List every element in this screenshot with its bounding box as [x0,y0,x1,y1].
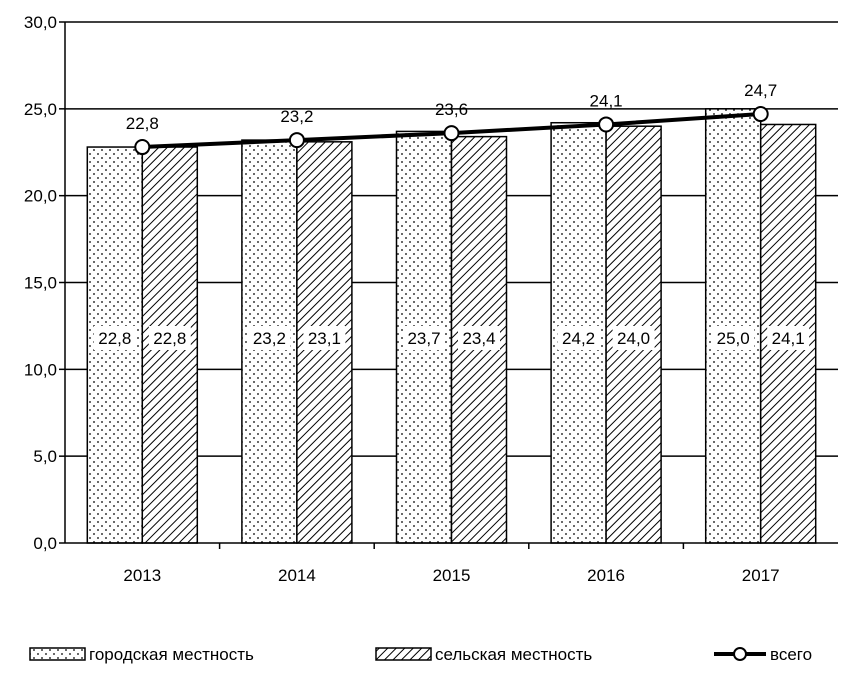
legend: городская местность сельская местность все… [29,645,812,664]
y-tick-label: 20,0 [24,187,57,206]
legend-label-total: всего [770,645,812,664]
legend-swatch-urban [29,647,86,661]
data-label: 22,8 [98,329,131,348]
total-point [134,139,151,156]
data-label: 24,0 [617,329,650,348]
x-tick-label: 2017 [742,566,780,585]
x-tick-label: 2014 [278,566,316,585]
total-line: 22,8 23,2 23,6 24,1 24,7 [126,81,777,156]
legend-label-urban: городская местность [89,645,254,664]
data-label: 24,2 [562,329,595,348]
total-label: 24,7 [744,81,777,100]
data-label-bg [767,326,810,350]
x-tick-label: 2013 [123,566,161,585]
y-tick-label: 10,0 [24,360,57,379]
total-point [443,125,460,142]
data-label: 23,4 [462,329,495,348]
data-label-bg [403,326,445,350]
total-point [288,132,305,149]
bars [86,108,817,544]
data-label-bg [148,326,191,350]
x-tick-label: 2016 [587,566,625,585]
y-tick-label: 15,0 [24,274,57,293]
y-tick-label: 30,0 [24,13,57,32]
total-label: 22,8 [126,114,159,133]
data-label: 24,1 [772,329,805,348]
total-point [752,106,769,123]
total-label: 23,2 [280,107,313,126]
data-label: 25,0 [717,329,750,348]
bar-urban [704,108,762,544]
data-label: 23,1 [308,329,341,348]
total-label: 23,6 [435,100,468,119]
data-label: 22,8 [153,329,186,348]
y-tick-label: 25,0 [24,100,57,119]
data-labels: 22,8 22,8 23,2 23,1 23,7 23,4 24,2 24,0 25,0 24,1 [93,326,810,350]
data-label-bg [248,326,291,350]
y-tick-label: 5,0 [33,447,57,466]
axes: 0,0 5,0 10,0 15,0 20,0 25,0 30,0 2013 2014 2015 20… [24,13,838,585]
total-label: 24,1 [590,91,623,110]
y-tick-label: 0,0 [33,534,57,553]
total-point [598,116,615,133]
data-label-bg [612,326,655,350]
data-label: 23,2 [253,329,286,348]
data-label-bg [557,326,600,350]
data-label-bg [712,326,755,350]
legend-marker-total [733,647,747,661]
x-tick-label: 2015 [433,566,471,585]
data-label: 23,7 [407,329,440,348]
data-label-bg [93,326,136,350]
legend-label-rural: сельская местность [435,645,592,664]
data-label-bg [303,326,346,350]
data-label-bg [458,326,500,350]
legend-swatch-rural [375,647,432,661]
